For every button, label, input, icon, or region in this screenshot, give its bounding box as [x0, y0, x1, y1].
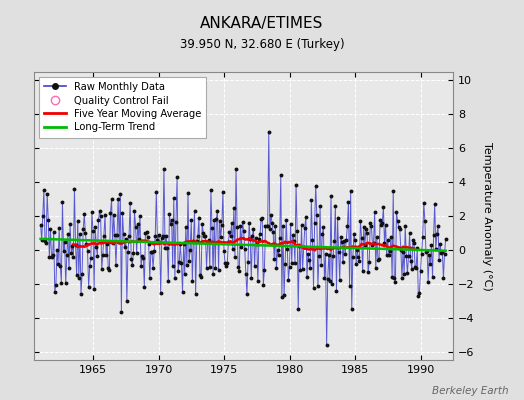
Legend: Raw Monthly Data, Quality Control Fail, Five Year Moving Average, Long-Term Tren: Raw Monthly Data, Quality Control Fail, … [39, 77, 206, 138]
Text: ANKARA/ETIMES: ANKARA/ETIMES [200, 16, 324, 31]
Text: Berkeley Earth: Berkeley Earth [432, 386, 508, 396]
Y-axis label: Temperature Anomaly (°C): Temperature Anomaly (°C) [482, 142, 492, 290]
Text: 39.950 N, 32.680 E (Turkey): 39.950 N, 32.680 E (Turkey) [180, 38, 344, 51]
